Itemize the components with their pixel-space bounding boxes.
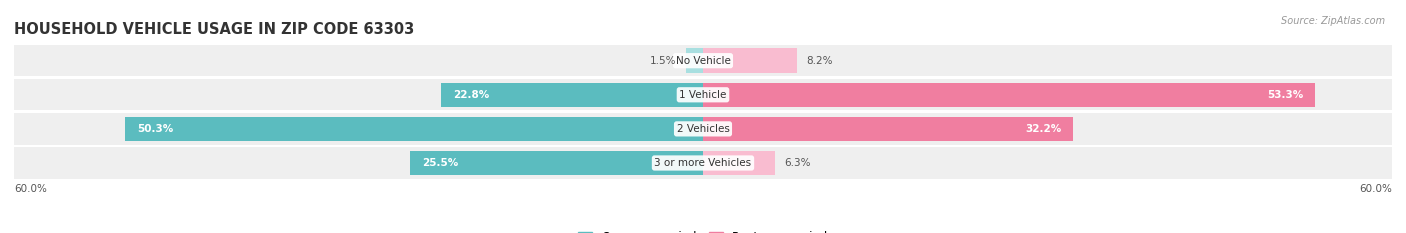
Text: 32.2%: 32.2% <box>1025 124 1062 134</box>
Text: 60.0%: 60.0% <box>14 184 46 194</box>
Bar <box>441 82 703 107</box>
Text: 1 Vehicle: 1 Vehicle <box>679 90 727 100</box>
Text: 60.0%: 60.0% <box>1360 184 1392 194</box>
Text: 2 Vehicles: 2 Vehicles <box>676 124 730 134</box>
Bar <box>14 147 1392 179</box>
Text: 53.3%: 53.3% <box>1267 90 1303 100</box>
Text: HOUSEHOLD VEHICLE USAGE IN ZIP CODE 63303: HOUSEHOLD VEHICLE USAGE IN ZIP CODE 6330… <box>14 22 415 37</box>
Text: No Vehicle: No Vehicle <box>675 56 731 66</box>
Bar <box>14 113 1392 144</box>
Bar <box>703 151 775 175</box>
Bar <box>703 48 797 73</box>
Text: 3 or more Vehicles: 3 or more Vehicles <box>654 158 752 168</box>
Text: 50.3%: 50.3% <box>136 124 173 134</box>
Text: 8.2%: 8.2% <box>807 56 832 66</box>
Bar <box>125 116 703 141</box>
Legend: Owner-occupied, Renter-occupied: Owner-occupied, Renter-occupied <box>572 226 834 233</box>
Bar <box>14 45 1392 76</box>
Bar <box>703 116 1073 141</box>
Text: 6.3%: 6.3% <box>785 158 811 168</box>
Text: 22.8%: 22.8% <box>453 90 489 100</box>
Bar <box>411 151 703 175</box>
Text: Source: ZipAtlas.com: Source: ZipAtlas.com <box>1281 16 1385 26</box>
Text: 25.5%: 25.5% <box>422 158 458 168</box>
Bar <box>14 79 1392 110</box>
Bar <box>686 48 703 73</box>
Text: 1.5%: 1.5% <box>650 56 676 66</box>
Bar <box>703 82 1315 107</box>
